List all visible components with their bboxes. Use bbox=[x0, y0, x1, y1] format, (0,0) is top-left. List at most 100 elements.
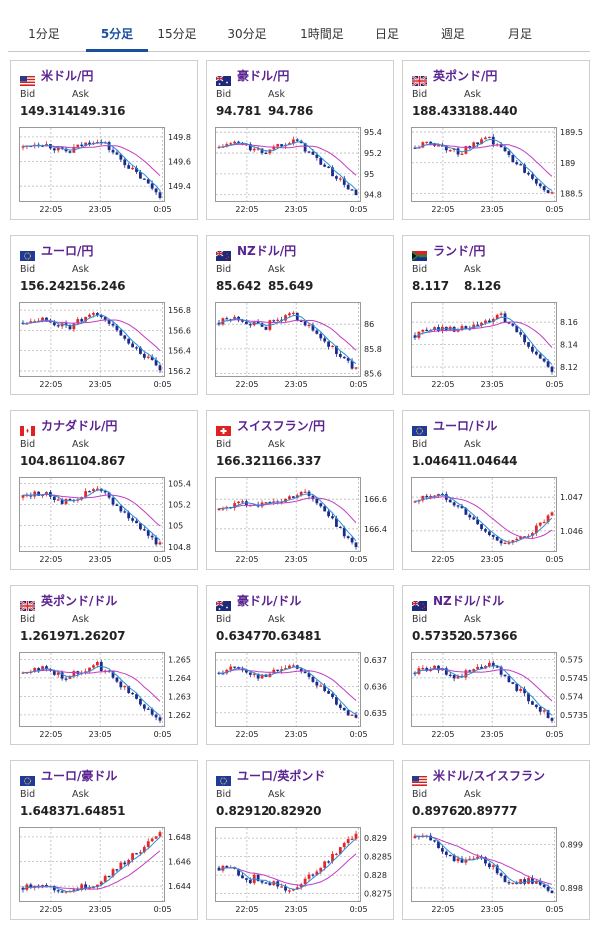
ask-label: Ask bbox=[464, 89, 481, 100]
candle bbox=[95, 884, 99, 888]
flag-ca-icon bbox=[20, 421, 35, 436]
tab-1[interactable]: 5分足 bbox=[86, 18, 148, 52]
candle bbox=[464, 508, 468, 515]
currency-pair-name[interactable]: 米ドル/スイスフラン bbox=[433, 769, 546, 783]
candle bbox=[221, 508, 225, 510]
candle bbox=[511, 155, 515, 163]
candle bbox=[260, 674, 264, 679]
y-tick-label: 105 bbox=[168, 522, 183, 531]
rate-card[interactable]: ユーロ/円 Bid Ask 156.242 156.246 156.8 156.6 156.4… bbox=[10, 235, 198, 395]
currency-pair-name[interactable]: ユーロ/豪ドル bbox=[41, 769, 118, 783]
candle bbox=[413, 335, 417, 338]
candle bbox=[429, 141, 433, 144]
candle bbox=[60, 323, 64, 327]
price-chart: 8.16 8.14 8.12 22:05 23:05 0:05 bbox=[411, 302, 578, 389]
rate-card[interactable]: ユーロ/ドル Bid Ask 1.04641 1.04644 1.047 1.046 22:0… bbox=[402, 410, 590, 570]
candle bbox=[303, 878, 307, 885]
rate-card[interactable]: 英ポンド/円 Bid Ask 188.433 188.440 189.5 189 188.5 2… bbox=[402, 60, 590, 220]
rate-card[interactable]: スイスフラン/円 Bid Ask 166.321 166.337 166.6 166.4 22… bbox=[206, 410, 394, 570]
price-chart: 95.4 95.2 95 94.8 22:05 23:05 0:05 bbox=[215, 127, 382, 214]
y-tick-label: 149.4 bbox=[168, 182, 191, 191]
currency-pair-name[interactable]: ランド/円 bbox=[433, 244, 486, 258]
candle bbox=[413, 835, 417, 839]
rate-card[interactable]: ユーロ/豪ドル Bid Ask 1.64837 1.64851 1.648 1.646 1.6… bbox=[10, 760, 198, 920]
candle bbox=[41, 666, 44, 671]
y-tick-label: 149.6 bbox=[168, 158, 191, 167]
currency-pair-name[interactable]: 米ドル/円 bbox=[41, 69, 94, 83]
tab-6[interactable]: 週足 bbox=[440, 27, 465, 41]
rate-card[interactable]: 豪ドル/ドル Bid Ask 0.63477 0.63481 0.637 0.636 0.63… bbox=[206, 585, 394, 745]
x-tick-label: 0:05 bbox=[546, 730, 564, 739]
rate-card[interactable]: ランド/円 Bid Ask 8.117 8.126 8.16 8.14 8.12 22:05 23… bbox=[402, 235, 590, 395]
candle bbox=[499, 666, 503, 675]
rate-card[interactable]: 米ドル/スイスフラン Bid Ask 0.89762 0.89777 0.899 0.898… bbox=[402, 760, 590, 920]
currency-pair-name[interactable]: NZドル/円 bbox=[237, 244, 297, 258]
currency-pair-name[interactable]: 豪ドル/円 bbox=[237, 69, 290, 83]
candle bbox=[111, 869, 115, 877]
candle bbox=[123, 862, 127, 865]
x-tick-label: 0:05 bbox=[546, 555, 564, 564]
currency-pair-name[interactable]: 英ポンド/円 bbox=[433, 69, 498, 83]
candle bbox=[444, 668, 448, 675]
candle bbox=[276, 144, 280, 147]
candle bbox=[284, 315, 287, 321]
candle bbox=[491, 535, 495, 537]
rate-card[interactable]: 豪ドル/円 Bid Ask 94.781 94.786 95.4 95.2 95 94.8 22:… bbox=[206, 60, 394, 220]
candle bbox=[56, 672, 60, 675]
ask-label: Ask bbox=[464, 264, 481, 275]
candle bbox=[311, 676, 315, 682]
rate-card[interactable]: 英ポンド/ドル Bid Ask 1.26197 1.26207 1.265 1.264 1.2… bbox=[10, 585, 198, 745]
candle bbox=[519, 688, 523, 691]
price-chart: 105.4 105.2 105 104.8 22:05 23:05 0:05 bbox=[19, 477, 191, 564]
candle bbox=[84, 884, 88, 889]
rate-card[interactable]: NZドル/円 Bid Ask 85.642 85.649 86 85.8 85.6 22:05 2… bbox=[206, 235, 394, 395]
tab-4[interactable]: 1時間足 bbox=[300, 27, 344, 41]
tab-2[interactable]: 15分足 bbox=[157, 27, 197, 41]
rate-card[interactable]: 米ドル/円 Bid Ask 149.314 149.316 149.8 149.6 149.4… bbox=[10, 60, 198, 220]
bid-value: 94.781 bbox=[216, 104, 262, 118]
x-tick-label: 23:05 bbox=[481, 730, 504, 739]
candle bbox=[456, 148, 460, 155]
x-tick-label: 0:05 bbox=[350, 730, 368, 739]
rate-card[interactable]: NZドル/ドル Bid Ask 0.57352 0.57366 0.575 0.5745 0.… bbox=[402, 585, 590, 745]
currency-pair-name[interactable]: 英ポンド/ドル bbox=[41, 594, 118, 608]
candle bbox=[331, 167, 334, 177]
candle bbox=[291, 496, 295, 498]
candle bbox=[158, 832, 162, 837]
candle bbox=[433, 327, 436, 331]
y-tick-label: 105.4 bbox=[168, 479, 191, 488]
currency-pair-name[interactable]: ユーロ/ドル bbox=[433, 419, 498, 433]
ask-value: 85.649 bbox=[268, 279, 314, 293]
candle bbox=[480, 322, 483, 326]
currency-pair-name[interactable]: カナダドル/円 bbox=[41, 419, 118, 433]
candle bbox=[425, 667, 429, 671]
tab-7[interactable]: 月足 bbox=[507, 27, 532, 41]
currency-pair-name[interactable]: ユーロ/英ポンド bbox=[237, 769, 326, 783]
tab-0[interactable]: 1分足 bbox=[28, 27, 60, 41]
currency-pair-name[interactable]: NZドル/ドル bbox=[433, 594, 505, 608]
candle bbox=[33, 491, 37, 497]
candle bbox=[448, 674, 452, 676]
candle bbox=[346, 184, 350, 190]
candle bbox=[519, 164, 523, 166]
ask-label: Ask bbox=[72, 264, 89, 275]
currency-pair-name[interactable]: 豪ドル/ドル bbox=[237, 594, 302, 608]
candle bbox=[487, 136, 491, 139]
candle bbox=[542, 186, 546, 191]
currency-pair-name[interactable]: ユーロ/円 bbox=[41, 244, 94, 258]
candle bbox=[264, 502, 268, 504]
currency-pair-name[interactable]: スイスフラン/円 bbox=[237, 419, 326, 433]
bid-label: Bid bbox=[216, 789, 232, 800]
rate-card[interactable]: カナダドル/円 Bid Ask 104.861 104.867 105.4 105.2 105… bbox=[10, 410, 198, 570]
y-tick-label: 0.8285 bbox=[364, 853, 392, 862]
y-tick-label: 8.16 bbox=[560, 318, 578, 327]
y-tick-label: 0.8275 bbox=[364, 890, 392, 899]
tab-3[interactable]: 30分足 bbox=[227, 27, 267, 41]
chart-plot-area bbox=[411, 302, 557, 377]
candle bbox=[444, 851, 448, 855]
y-tick-label: 85.6 bbox=[364, 370, 382, 379]
candle bbox=[523, 879, 526, 884]
tab-5[interactable]: 日足 bbox=[374, 27, 399, 41]
rate-card[interactable]: ユーロ/英ポンド Bid Ask 0.82912 0.82920 0.829 0.8285 0… bbox=[206, 760, 394, 920]
candle bbox=[515, 162, 519, 165]
